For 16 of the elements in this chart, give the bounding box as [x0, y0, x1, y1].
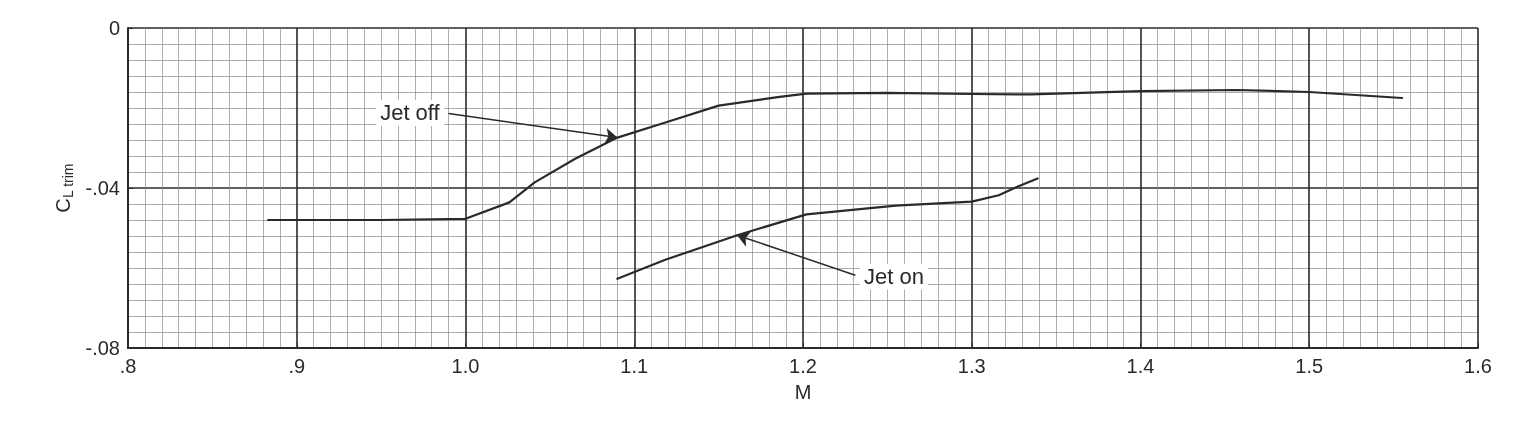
x-tick-label: 1.3 [957, 355, 986, 377]
y-tick-label: 0 [108, 17, 120, 39]
x-tick-label: .9 [288, 355, 306, 377]
x-tick-label: 1.1 [620, 355, 649, 377]
x-tick-label: 1.2 [789, 355, 817, 377]
x-tick-label: 1.5 [1295, 355, 1324, 377]
x-tick-label: .8 [119, 355, 137, 377]
y-axis-title: CL trim [51, 163, 76, 213]
x-axis-title: M [794, 381, 812, 403]
x-tick-label: 1.4 [1126, 355, 1155, 377]
x-tick-label: 1.0 [451, 355, 480, 377]
y-tick-label: -.04 [85, 177, 120, 199]
annotation: Jet off [380, 100, 441, 126]
y-tick-label: -.08 [85, 337, 120, 359]
x-tick-label: 1.6 [1464, 355, 1492, 377]
annotation: Jet on [864, 264, 924, 290]
